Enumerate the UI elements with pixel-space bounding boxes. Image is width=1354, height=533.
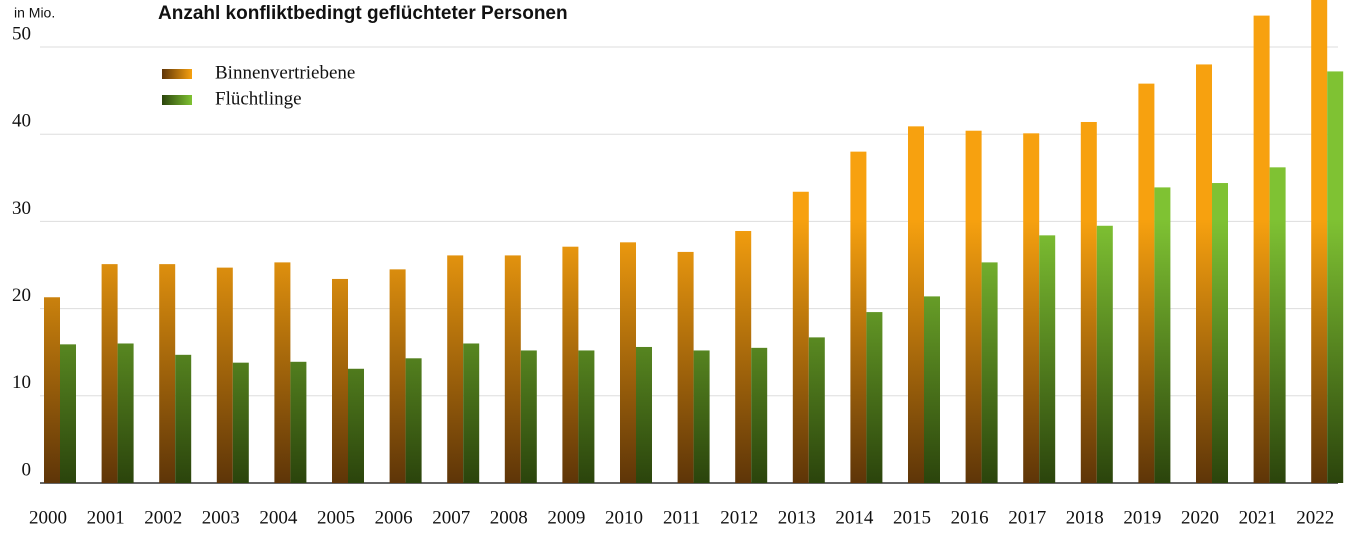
y-tick-label: 50 <box>12 23 31 44</box>
bar <box>735 230 752 483</box>
y-tick-label: 30 <box>12 198 31 219</box>
y-tick-label: 10 <box>12 372 31 393</box>
bar <box>1212 183 1228 484</box>
legend-swatch <box>162 95 192 105</box>
bar <box>578 350 595 483</box>
x-tick-label: 2022 <box>1296 507 1334 528</box>
bar <box>348 368 364 483</box>
bar <box>389 269 406 483</box>
x-tick-label: 2021 <box>1239 507 1277 528</box>
legend-label: Binnenvertriebene <box>215 62 355 83</box>
bar <box>175 354 192 483</box>
bar <box>274 262 291 483</box>
x-tick-label: 2010 <box>605 507 643 528</box>
x-tick-label: 2005 <box>317 507 355 528</box>
x-tick-label: 2007 <box>432 507 470 528</box>
x-tick-label: 2003 <box>202 507 240 528</box>
bar <box>504 255 521 483</box>
bar <box>1080 121 1097 483</box>
bar <box>405 358 422 483</box>
bar <box>1327 71 1344 483</box>
unit-label: in Mio. <box>14 5 55 21</box>
x-tick-label: 2009 <box>547 507 585 528</box>
y-tick-label: 40 <box>12 111 31 132</box>
bar <box>216 267 233 483</box>
bar <box>636 346 652 483</box>
bar <box>332 278 348 483</box>
bar <box>677 251 694 483</box>
bar <box>232 362 249 483</box>
bar <box>850 151 867 483</box>
x-tick-label: 2002 <box>144 507 182 528</box>
bar <box>620 242 636 483</box>
x-tick-label: 2012 <box>720 507 758 528</box>
bar <box>981 262 998 483</box>
bar <box>1154 187 1171 483</box>
bar <box>693 350 710 483</box>
bar <box>1096 225 1113 483</box>
bar <box>1138 83 1155 484</box>
x-tick-label: 2016 <box>951 507 989 528</box>
chart-title: Anzahl konfliktbedingt geflüchteter Pers… <box>158 3 568 24</box>
bar <box>44 297 60 483</box>
x-tick-label: 2008 <box>490 507 528 528</box>
x-tick-label: 2019 <box>1123 507 1161 528</box>
x-tick-label: 2001 <box>87 507 125 528</box>
x-tick-label: 2006 <box>375 507 413 528</box>
bar <box>1023 133 1040 483</box>
bar <box>1311 0 1328 483</box>
bar <box>1253 15 1270 483</box>
x-tick-label: 2000 <box>29 507 67 528</box>
bar <box>447 255 464 483</box>
x-tick-label: 2013 <box>778 507 816 528</box>
bar <box>1196 64 1212 483</box>
bar <box>562 246 579 483</box>
bar <box>520 350 537 483</box>
x-tick-label: 2015 <box>893 507 931 528</box>
x-tick-label: 2020 <box>1181 507 1219 528</box>
x-tick-label: 2004 <box>259 507 298 528</box>
bar <box>965 130 982 483</box>
bar <box>866 312 883 483</box>
legend-swatch <box>162 69 192 79</box>
bar <box>290 361 307 483</box>
bar <box>908 126 924 484</box>
bar <box>1269 167 1286 483</box>
bar <box>808 337 825 483</box>
bar <box>1039 235 1056 483</box>
bar <box>60 344 76 483</box>
bar <box>924 296 940 483</box>
x-tick-label: 2011 <box>663 507 700 528</box>
bar <box>117 343 134 483</box>
bar <box>101 264 118 483</box>
y-tick-label: 0 <box>22 459 32 480</box>
y-tick-label: 20 <box>12 285 31 306</box>
legend-label: Flüchtlinge <box>215 88 302 109</box>
x-tick-label: 2017 <box>1008 507 1046 528</box>
bar <box>159 264 176 483</box>
bar <box>751 347 768 483</box>
x-tick-label: 2014 <box>835 507 874 528</box>
bar <box>463 343 480 483</box>
x-tick-label: 2018 <box>1066 507 1104 528</box>
bar <box>792 191 809 483</box>
